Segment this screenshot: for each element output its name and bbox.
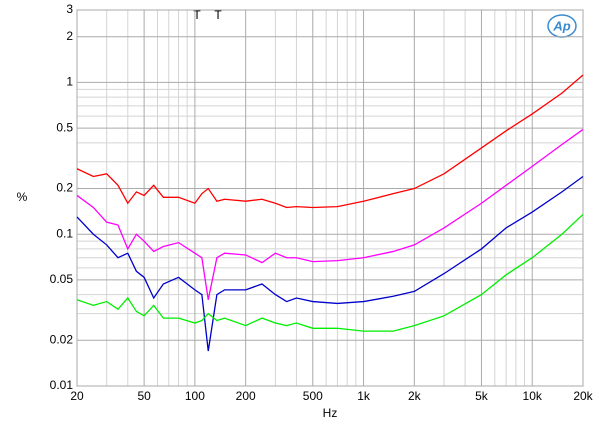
series-line <box>76 128 584 300</box>
x-tick-label: 200 <box>236 389 256 403</box>
y-tick-label: 0.01 <box>50 378 74 392</box>
x-tick-label: 10k <box>523 389 543 403</box>
annotation: T <box>193 8 201 22</box>
series-line <box>76 74 584 209</box>
y-tick-label: 0.05 <box>50 272 74 286</box>
x-tick-label: 20 <box>70 389 84 403</box>
x-tick-label: 100 <box>185 389 205 403</box>
series-line <box>76 213 584 332</box>
x-tick-label: 50 <box>137 389 151 403</box>
y-tick-label: 0.5 <box>56 120 73 134</box>
x-tick-label: 5k <box>475 389 489 403</box>
y-tick-label: 0.02 <box>50 332 74 346</box>
y-tick-label: 0.1 <box>56 226 73 240</box>
series-line <box>76 175 584 352</box>
plot-frame <box>76 9 584 387</box>
x-tick-label: 2k <box>408 389 422 403</box>
y-axis-label: % <box>17 190 28 204</box>
annotation: T <box>214 8 222 22</box>
x-tick-label: 1k <box>357 389 371 403</box>
x-tick-label: 500 <box>303 389 323 403</box>
y-tick-label: 1 <box>66 75 73 89</box>
logo: Ap <box>552 18 570 33</box>
y-tick-label: 0.2 <box>56 181 73 195</box>
x-axis-label: Hz <box>323 406 338 420</box>
x-tick-label: 20k <box>573 389 593 403</box>
y-tick-label: 2 <box>66 29 73 43</box>
y-tick-label: 3 <box>66 2 73 16</box>
